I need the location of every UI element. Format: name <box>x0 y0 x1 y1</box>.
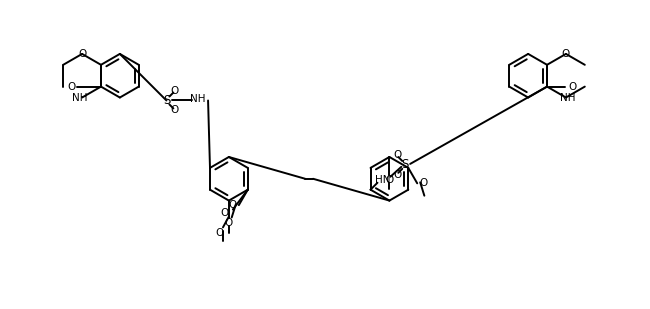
Text: O: O <box>67 82 75 91</box>
Text: O: O <box>170 105 179 115</box>
Text: O: O <box>393 170 402 180</box>
Text: O: O <box>229 200 237 210</box>
Text: O: O <box>221 209 229 218</box>
Text: O: O <box>385 175 393 185</box>
Text: O: O <box>170 86 179 95</box>
Text: O: O <box>569 82 577 91</box>
Text: S: S <box>402 159 409 171</box>
Text: NH: NH <box>560 92 576 103</box>
Text: S: S <box>162 94 170 107</box>
Text: NH: NH <box>190 94 206 104</box>
Text: HN: HN <box>374 175 390 185</box>
Text: O: O <box>393 150 402 160</box>
Text: O: O <box>419 178 427 188</box>
Text: O: O <box>225 218 233 228</box>
Text: O: O <box>215 228 223 238</box>
Text: O: O <box>78 49 86 59</box>
Text: NH: NH <box>72 92 88 103</box>
Text: O: O <box>562 49 570 59</box>
